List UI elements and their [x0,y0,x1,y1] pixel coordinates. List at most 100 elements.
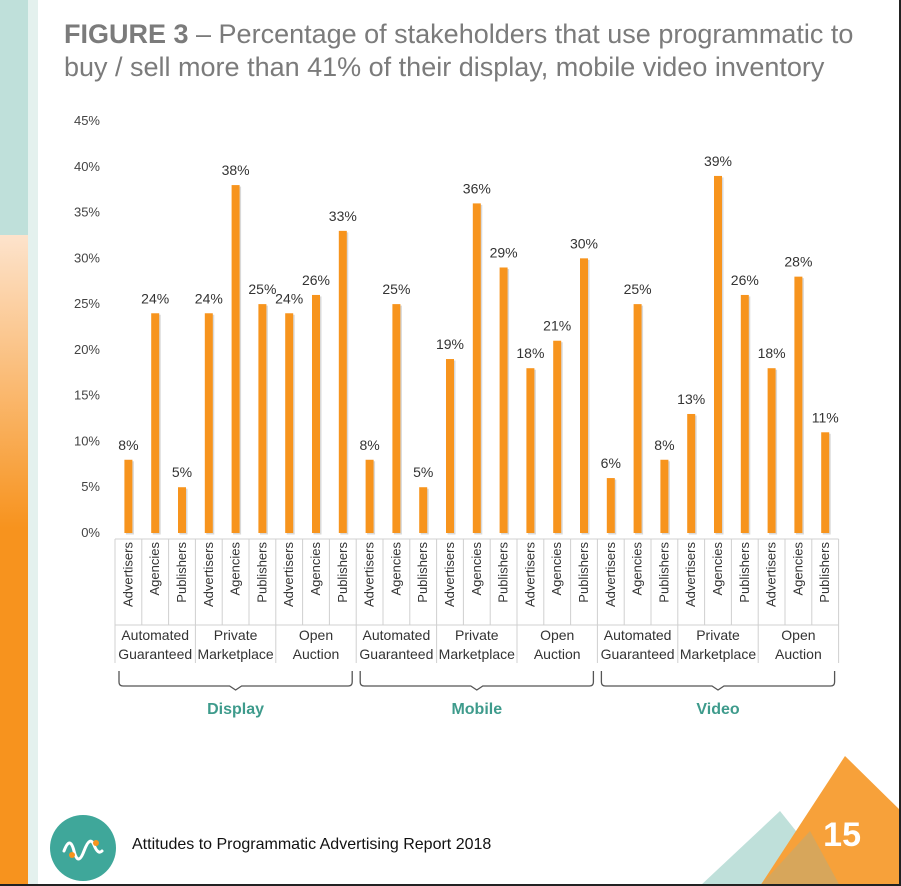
category-tick-label: Advertisers [764,542,779,608]
subgroup-label: Automated [121,627,189,643]
data-label: 5% [172,464,192,480]
bar-publishers [580,258,588,533]
data-label: 24% [195,290,223,306]
y-tick-label: 35% [74,205,100,220]
report-name: Attitudes to Programmatic Advertising Re… [132,836,492,853]
bar-agencies [794,276,803,533]
waveform-logo-icon [50,815,116,881]
bar-advertisers [365,459,374,533]
bar-advertisers [124,459,133,533]
corner-decoration [700,756,901,886]
data-label: 36% [463,180,491,196]
category-tick-label: Publishers [656,542,671,603]
subgroup-label: Private [696,627,740,643]
bar-agencies [231,185,240,534]
bar-advertisers [204,313,213,533]
bar-publishers [419,487,428,533]
subgroup-label: Marketplace [439,646,515,662]
bar-agencies [392,304,401,533]
data-label: 18% [758,345,786,361]
y-tick-label: 10% [74,433,100,448]
subgroup-label: Auction [534,646,581,662]
data-label: 6% [601,455,621,471]
subgroup-label: Guaranteed [118,646,192,662]
category-tick-label: Publishers [415,542,430,603]
decorative-stripe-light [28,0,38,886]
category-tick-label: Publishers [737,542,752,603]
category-tick-label: Agencies [549,542,564,596]
y-tick-label: 45% [74,113,100,128]
subgroup-label: Automated [604,627,672,643]
bar-publishers [258,304,267,533]
y-tick-label: 25% [74,296,100,311]
bar-agencies [312,294,320,533]
category-tick-label: Publishers [496,542,511,603]
figure-number: FIGURE 3 [64,19,189,49]
category-tick-label: Advertisers [281,542,296,608]
subgroup-label: Private [455,627,499,643]
data-label: 8% [359,437,379,453]
category-tick-label: Publishers [817,542,832,603]
data-label: 18% [516,345,544,361]
subgroup-label: Private [214,627,258,643]
data-label: 8% [118,437,138,453]
y-tick-label: 20% [74,342,100,357]
group-bracket [359,671,595,691]
category-tick-label: Agencies [147,542,162,596]
data-label: 21% [543,318,571,334]
category-tick-label: Publishers [254,542,269,603]
y-tick-label: 0% [81,525,100,540]
subgroup-label: Guaranteed [359,646,433,662]
category-tick-label: Advertisers [201,542,216,608]
group-label: Mobile [451,701,502,718]
data-label: 39% [704,153,732,169]
bar-advertisers [687,413,696,533]
data-label: 24% [275,290,303,306]
data-label: 26% [302,272,330,288]
category-tick-label: Publishers [576,542,591,603]
subgroup-label: Marketplace [197,646,273,662]
decorative-stripe-orange [0,235,28,886]
data-label: 24% [141,290,169,306]
bar-publishers [178,487,186,533]
data-label: 8% [654,437,674,453]
category-tick-label: Agencies [710,542,725,596]
bar-publishers [499,267,508,533]
data-label: 25% [248,281,276,297]
subgroup-label: Guaranteed [601,646,675,662]
decorative-stripe-teal [0,0,28,235]
group-label: Video [696,701,740,718]
category-tick-label: Advertisers [362,542,377,608]
data-label: 25% [382,281,410,297]
bar-advertisers [606,478,615,533]
data-label: 26% [731,272,759,288]
y-tick-label: 40% [74,159,100,174]
bar-agencies [553,340,562,533]
bar-publishers [740,294,749,533]
group-label: Display [207,701,264,718]
category-tick-label: Agencies [388,542,403,596]
category-tick-label: Advertisers [683,542,698,608]
page-number: 15 [823,816,861,854]
subgroup-label: Automated [363,627,431,643]
bar-advertisers [767,368,776,533]
bar-agencies [472,203,481,533]
data-label: 33% [329,208,357,224]
bar-agencies [633,304,642,533]
bar-advertisers [285,313,294,533]
category-tick-label: Agencies [308,542,323,596]
category-tick-label: Advertisers [603,542,618,608]
category-tick-label: Advertisers [522,542,537,608]
y-tick-label: 30% [74,250,100,265]
data-label: 28% [784,254,812,270]
category-tick-label: Publishers [174,542,189,603]
bar-publishers [660,459,669,533]
group-bracket [600,671,836,691]
y-tick-label: 5% [81,479,100,494]
category-tick-label: Agencies [630,542,645,596]
category-tick-label: Advertisers [120,542,135,608]
data-label: 38% [222,162,250,178]
subgroup-label: Marketplace [680,646,756,662]
data-label: 30% [570,235,598,251]
